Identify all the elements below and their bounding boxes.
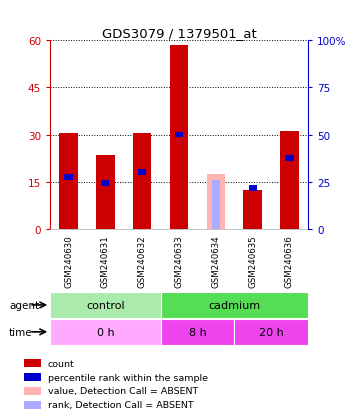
Bar (133, 134, 151, 229)
Text: cadmium: cadmium (208, 300, 260, 310)
Bar (161, 292, 308, 318)
Text: agent: agent (9, 300, 39, 310)
Bar (212, 180, 220, 229)
Bar (175, 133, 183, 138)
Text: 0 h: 0 h (97, 327, 114, 337)
Bar (285, 156, 294, 161)
Bar (24, 359, 41, 367)
Bar (50, 319, 161, 345)
Text: 8 h: 8 h (189, 327, 206, 337)
Text: percentile rank within the sample: percentile rank within the sample (48, 373, 208, 382)
Bar (243, 190, 262, 229)
Title: GDS3079 / 1379501_at: GDS3079 / 1379501_at (102, 27, 256, 40)
Text: GSM240635: GSM240635 (248, 234, 257, 287)
Text: GSM240631: GSM240631 (101, 234, 110, 287)
Bar (161, 319, 234, 345)
Bar (280, 132, 299, 229)
Text: time: time (9, 327, 33, 337)
Bar (59, 134, 78, 229)
Bar (248, 186, 257, 191)
Bar (207, 174, 225, 229)
Bar (96, 156, 115, 229)
Bar (24, 387, 41, 395)
Bar (138, 170, 146, 176)
Text: GSM240636: GSM240636 (285, 234, 294, 287)
Bar (101, 181, 110, 187)
Text: GSM240632: GSM240632 (138, 234, 147, 287)
Bar (24, 373, 41, 381)
Text: GSM240633: GSM240633 (174, 234, 184, 287)
Text: count: count (48, 358, 74, 368)
Text: GSM240630: GSM240630 (64, 234, 73, 287)
Bar (64, 175, 73, 180)
Bar (234, 319, 308, 345)
Bar (170, 46, 188, 229)
Text: 20 h: 20 h (259, 327, 284, 337)
Bar (24, 401, 41, 409)
Text: rank, Detection Call = ABSENT: rank, Detection Call = ABSENT (48, 401, 193, 409)
Text: control: control (86, 300, 125, 310)
Bar (50, 292, 161, 318)
Text: value, Detection Call = ABSENT: value, Detection Call = ABSENT (48, 387, 198, 396)
Text: GSM240634: GSM240634 (211, 234, 220, 287)
